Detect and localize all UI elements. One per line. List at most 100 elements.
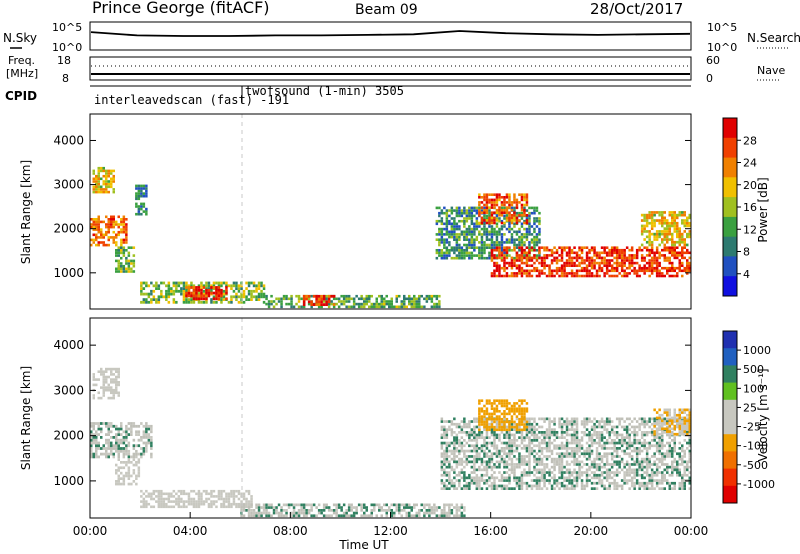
scatter-cell xyxy=(628,473,631,477)
scatter-cell xyxy=(595,256,599,260)
scatter-cell xyxy=(292,305,296,309)
scatter-cell xyxy=(453,436,456,439)
scatter-cell xyxy=(565,479,569,482)
scatter-cell xyxy=(671,254,674,257)
scatter-cell xyxy=(475,225,479,228)
scatter-cell xyxy=(543,420,546,423)
scatter-cell xyxy=(458,422,461,426)
scatter-cell xyxy=(330,300,333,303)
scatter-cell xyxy=(115,436,118,439)
scatter-cell xyxy=(493,201,496,204)
scatter-cell xyxy=(455,465,459,469)
scatter-cell xyxy=(458,509,461,512)
scatter-cell xyxy=(503,460,506,464)
scatter-cell xyxy=(260,284,263,288)
scatter-cell xyxy=(623,264,626,267)
scatter-cell xyxy=(513,433,516,437)
scatter-cell xyxy=(573,471,576,474)
scatter-cell xyxy=(661,224,664,228)
scatter-cell xyxy=(515,439,519,442)
scatter-cell xyxy=(455,473,459,477)
scatter-cell xyxy=(575,425,579,429)
scatter-cell xyxy=(513,455,516,458)
scatter-cell xyxy=(483,241,486,244)
scatter-cell xyxy=(540,246,544,249)
scatter-cell xyxy=(538,468,541,472)
scatter-cell xyxy=(513,216,516,220)
scatter-cell xyxy=(340,506,343,509)
scatter-cell xyxy=(165,295,168,299)
scatter-cell xyxy=(458,211,461,215)
scatter-cell xyxy=(147,433,151,436)
scatter-cell xyxy=(588,449,591,453)
scatter-cell xyxy=(540,479,544,482)
scatter-cell xyxy=(600,436,604,439)
scatter-cell xyxy=(548,254,551,257)
scatter-cell xyxy=(533,431,536,434)
scatter-cell xyxy=(600,425,604,429)
scatter-cell xyxy=(463,473,466,477)
scatter-cell xyxy=(603,436,606,439)
scatter-cell xyxy=(618,471,621,474)
scatter-cell xyxy=(475,479,479,482)
scatter-cell xyxy=(550,428,554,431)
scatter-cell xyxy=(433,511,436,515)
scatter-cell xyxy=(500,460,504,464)
scatter-cell xyxy=(653,254,656,257)
scatter-cell xyxy=(97,378,100,381)
scatter-cell xyxy=(598,465,601,469)
scatter-cell xyxy=(671,473,674,477)
scatter-cell xyxy=(513,225,516,228)
scatter-cell xyxy=(688,261,691,265)
scatter-cell xyxy=(207,284,211,288)
scatter-cell xyxy=(608,468,611,472)
scatter-cell xyxy=(450,209,454,212)
scatter-cell xyxy=(510,272,514,275)
scatter-cell xyxy=(450,222,454,226)
scatter-cell xyxy=(125,259,128,263)
scatter-cell xyxy=(503,266,506,270)
scatter-cell xyxy=(160,505,163,509)
scatter-cell xyxy=(523,261,526,265)
scatter-cell xyxy=(498,449,501,453)
scatter-cell xyxy=(598,269,601,273)
scatter-cell xyxy=(545,246,549,249)
scatter-cell xyxy=(97,182,100,186)
scatter-cell xyxy=(105,190,108,194)
scatter-cell xyxy=(267,511,271,515)
scatter-cell xyxy=(615,471,619,474)
scatter-cell xyxy=(292,509,296,512)
scatter-cell xyxy=(430,511,434,515)
scatter-cell xyxy=(510,449,514,453)
scatter-cell xyxy=(638,439,641,442)
scatter-cell xyxy=(483,256,486,260)
scatter-cell xyxy=(488,484,491,488)
scatter-cell xyxy=(137,212,141,216)
scatter-cell xyxy=(468,422,471,426)
scatter-cell xyxy=(588,259,591,262)
scatter-cell xyxy=(250,511,253,515)
scatter-cell xyxy=(650,269,654,273)
scatter-cell xyxy=(172,289,176,293)
scatter-cell xyxy=(620,479,624,482)
scatter-cell xyxy=(483,219,486,222)
scatter-cell xyxy=(470,222,474,226)
scatter-cell xyxy=(135,482,138,486)
scatter-cell xyxy=(182,492,186,496)
scatter-cell xyxy=(488,251,491,255)
scatter-cell xyxy=(528,241,531,244)
scatter-cell xyxy=(247,500,251,503)
scatter-cell xyxy=(545,428,549,431)
scatter-cell xyxy=(455,447,459,450)
scatter-cell xyxy=(478,221,481,225)
scatter-cell xyxy=(485,463,489,466)
scatter-cell xyxy=(190,502,193,506)
scatter-cell xyxy=(488,209,491,212)
scatter-cell xyxy=(575,452,579,456)
scatter-cell xyxy=(135,463,138,467)
scatter-cell xyxy=(230,495,233,498)
scatter-cell xyxy=(340,509,343,512)
scatter-cell xyxy=(663,468,666,472)
scatter-cell xyxy=(490,487,494,490)
scatter-cell xyxy=(565,261,569,265)
